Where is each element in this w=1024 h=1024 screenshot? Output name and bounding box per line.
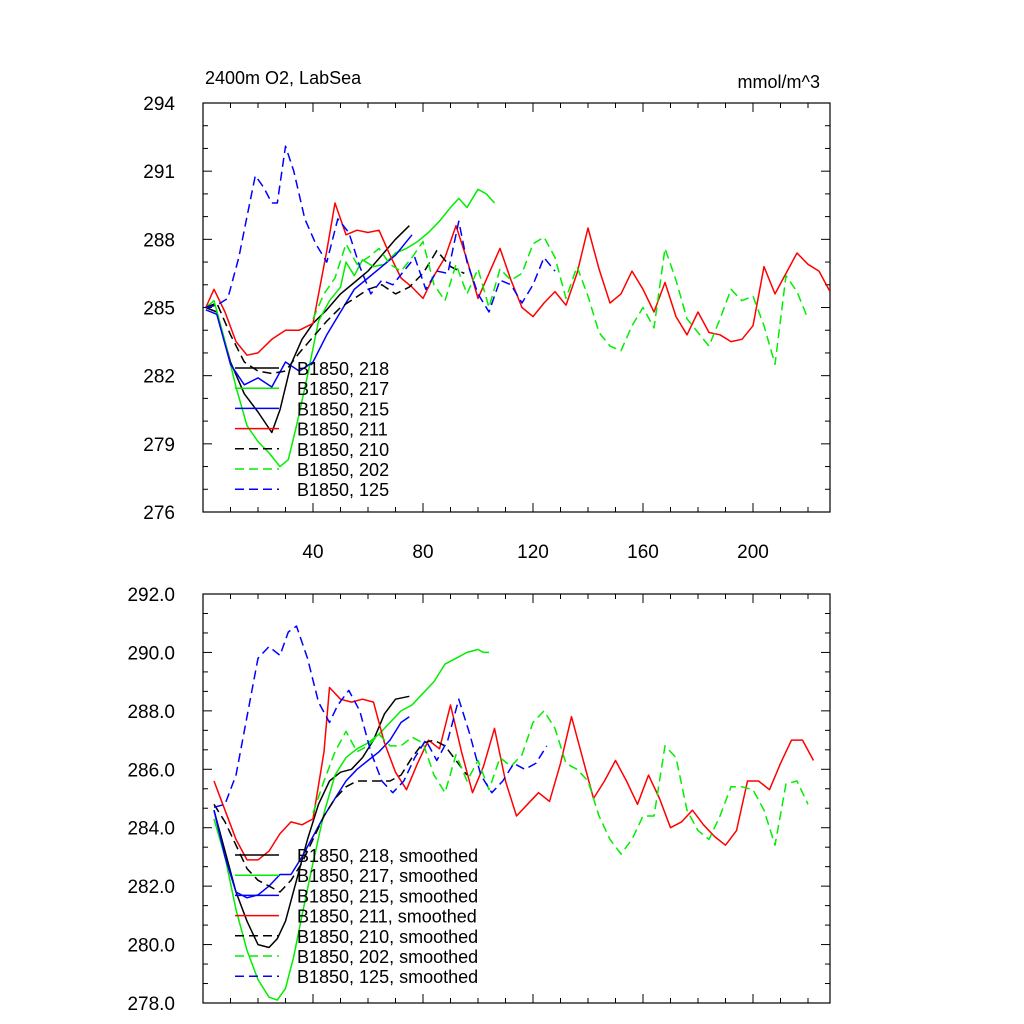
series-line [205, 202, 830, 356]
series-group [213, 625, 815, 1001]
x-tick-label: 40 [302, 542, 323, 563]
y-tick-label: 292.0 [127, 585, 175, 606]
legend-label: B1850, 211 [297, 420, 388, 440]
y-tick-label: 282 [143, 367, 175, 388]
y-tick-label: 282.0 [127, 877, 175, 898]
y-tick-label: 279 [143, 435, 175, 456]
y-tick-label: 288.0 [127, 702, 175, 723]
y-tick-label: 291 [143, 162, 175, 183]
legend-label: B1850, 210 [297, 440, 389, 460]
series-line [312, 236, 809, 366]
series-line [312, 710, 809, 855]
legend-label: B1850, 125 [297, 480, 389, 500]
bottom-chart-panel: 278.0 280.0 282.0 284.0 286.0 288.0 290.0 292.0… [127, 585, 831, 1015]
legend-label: B1850, 215, smoothed [297, 886, 478, 906]
series-line [205, 234, 413, 388]
y-tick-label: 288 [143, 230, 175, 251]
y-tick-label: 278.0 [127, 994, 175, 1015]
series-line [205, 188, 496, 468]
legend-label: B1850, 218 [297, 359, 389, 379]
legend-label: B1850, 210, smoothed [297, 927, 478, 947]
series-line [213, 716, 410, 899]
legend-label: B1850, 217 [297, 379, 389, 399]
y-tick-label: 286.0 [127, 760, 175, 781]
y-tick-label: 294 [143, 94, 175, 115]
y-tick-label: 280.0 [127, 936, 175, 957]
y-tick-label: 276 [143, 503, 175, 524]
series-line [213, 648, 489, 1001]
series-line [205, 145, 556, 313]
plot-frame [202, 593, 831, 1004]
top-chart-panel: 276 279 282 285 288 291 294 40 80 120 160 200 B1850,… [143, 94, 831, 563]
x-tick-label: 120 [517, 542, 549, 563]
legend-label: B1850, 202 [297, 460, 389, 480]
legend-label: B1850, 217, smoothed [297, 866, 478, 886]
x-tick-label: 160 [627, 542, 659, 563]
y-tick-label: 285 [143, 299, 175, 320]
series-group [205, 145, 830, 468]
legend-label: B1850, 215 [297, 399, 389, 419]
chart-title: 2400m O2, LabSea [205, 68, 362, 88]
legend-label: B1850, 202, smoothed [297, 947, 478, 967]
legend-label: B1850, 211, smoothed [297, 907, 477, 927]
legend-label: B1850, 125, smoothed [297, 967, 478, 987]
x-tick-label: 80 [412, 542, 433, 563]
y-tick-label: 284.0 [127, 819, 175, 840]
legend-label: B1850, 218, smoothed [297, 846, 478, 866]
y-tick-label: 290.0 [127, 643, 175, 664]
x-tick-label: 200 [737, 542, 769, 563]
chart-units: mmol/m^3 [738, 72, 820, 92]
